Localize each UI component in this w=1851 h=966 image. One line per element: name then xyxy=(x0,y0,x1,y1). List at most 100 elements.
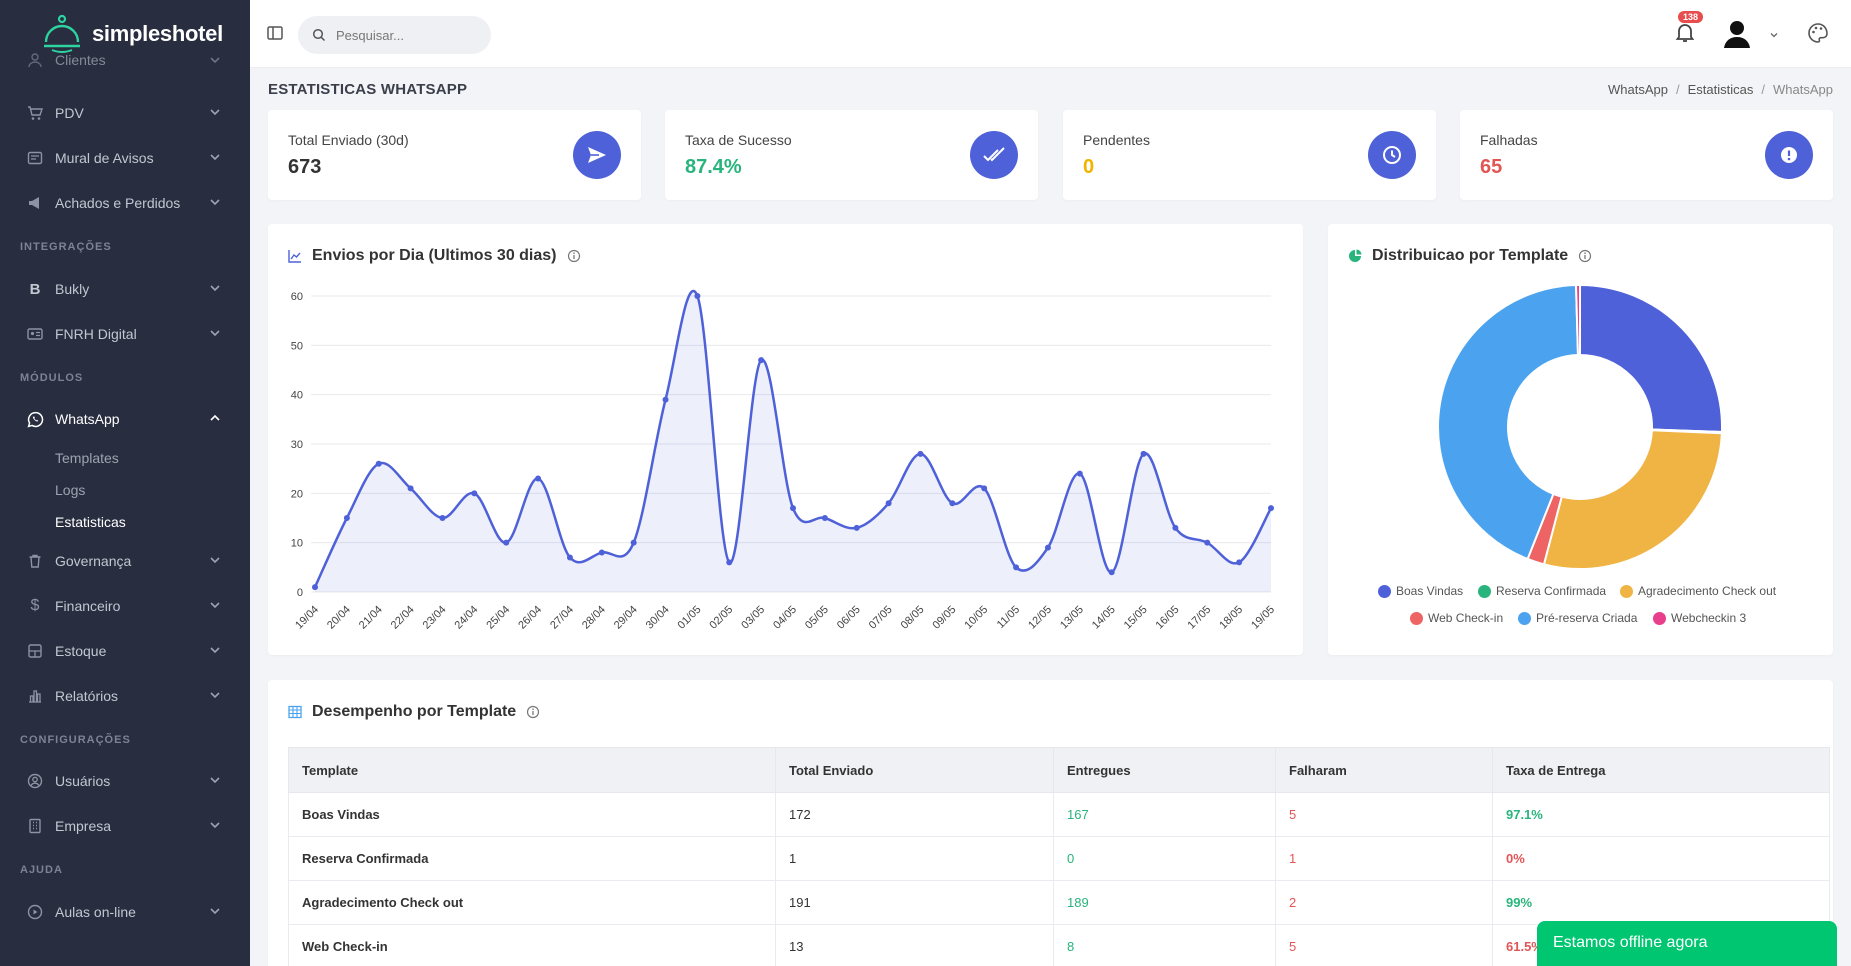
sidebar-item-empresa[interactable]: Empresa xyxy=(0,806,250,846)
data-point[interactable] xyxy=(1044,544,1051,551)
cell-total: 172 xyxy=(775,792,1054,837)
sidebar-item-pdv[interactable]: PDV xyxy=(0,93,250,133)
data-point[interactable] xyxy=(694,293,701,299)
data-point[interactable] xyxy=(821,515,828,521)
sidebar-item-aulas-on-line[interactable]: Aulas on-line xyxy=(0,892,250,932)
legend-dot xyxy=(1378,584,1391,598)
sidebar-item-fnrh-digital[interactable]: FNRH Digital xyxy=(0,314,250,354)
sidebar-item-clientes[interactable]: Clientes xyxy=(0,48,250,72)
legend-item[interactable]: Webcheckin 3 xyxy=(1653,611,1746,625)
sidebar-item-label: Financeiro xyxy=(55,598,121,614)
data-point[interactable] xyxy=(503,539,510,546)
cell-falharam: 5 xyxy=(1275,924,1493,966)
data-point[interactable] xyxy=(1204,539,1211,546)
data-point[interactable] xyxy=(981,485,988,492)
breadcrumb-item[interactable]: WhatsApp xyxy=(1608,82,1669,97)
section-ajuda: AJUDA xyxy=(20,864,63,876)
donut-slice[interactable] xyxy=(1542,429,1723,570)
bell-icon[interactable] xyxy=(1673,20,1697,44)
legend-dot xyxy=(1410,611,1423,625)
sidebar-subitem-logs[interactable]: Logs xyxy=(55,482,86,498)
topbar: 138 xyxy=(250,0,1851,68)
sidebar-item-label: FNRH Digital xyxy=(55,326,137,342)
data-point[interactable] xyxy=(630,539,637,546)
table-header[interactable]: Total Enviado xyxy=(775,747,1054,793)
sidebar-subitem-estatisticas[interactable]: Estatisticas xyxy=(55,514,126,530)
data-point[interactable] xyxy=(917,450,924,457)
donut-slice[interactable] xyxy=(1574,283,1581,357)
table-header[interactable]: Template xyxy=(288,747,776,793)
sidebar-item-whatsapp[interactable]: WhatsApp xyxy=(0,399,250,439)
table-header[interactable]: Entregues xyxy=(1053,747,1276,793)
data-point[interactable] xyxy=(1172,524,1179,531)
data-point[interactable] xyxy=(662,396,669,403)
legend-item[interactable]: Pré-reserva Criada xyxy=(1518,611,1637,625)
table-header[interactable]: Falharam xyxy=(1275,747,1493,793)
donut-slice[interactable] xyxy=(1579,283,1723,434)
legend-item[interactable]: Reserva Confirmada xyxy=(1478,584,1606,598)
data-point[interactable] xyxy=(853,524,860,531)
breadcrumb: WhatsApp / Estatisticas / WhatsApp xyxy=(1608,82,1833,97)
sidebar-item-financeiro[interactable]: $ Financeiro xyxy=(0,586,250,626)
y-tick-label: 60 xyxy=(291,291,303,303)
breadcrumb-item[interactable]: Estatisticas xyxy=(1687,82,1754,97)
search-box[interactable] xyxy=(298,16,491,54)
data-point[interactable] xyxy=(535,475,542,482)
data-point[interactable] xyxy=(1268,505,1274,512)
data-point[interactable] xyxy=(726,559,733,566)
sidebar-item-achados-e-perdidos[interactable]: Achados e Perdidos xyxy=(0,183,250,223)
sidebar-item-mural-de-avisos[interactable]: Mural de Avisos xyxy=(0,138,250,178)
sidebar-subitem-templates[interactable]: Templates xyxy=(55,450,119,466)
donut-chart-title: Distribuicao por Template xyxy=(1348,247,1592,265)
section-integracoes: INTEGRAÇÕES xyxy=(20,241,112,253)
data-point[interactable] xyxy=(1140,450,1147,457)
cart-icon xyxy=(25,103,45,123)
dollar-icon: $ xyxy=(30,597,40,614)
chevron-up-icon xyxy=(210,414,220,421)
data-point[interactable] xyxy=(343,515,350,521)
info-icon[interactable] xyxy=(526,705,540,719)
donut-slice[interactable] xyxy=(1437,284,1580,561)
data-point[interactable] xyxy=(375,460,382,467)
stat-value: 87.4% xyxy=(685,156,742,178)
data-point[interactable] xyxy=(312,584,318,591)
info-icon[interactable] xyxy=(567,249,581,263)
data-point[interactable] xyxy=(790,505,796,512)
chevron-down-icon xyxy=(210,692,220,699)
brand[interactable]: simpleshotel xyxy=(0,0,250,68)
avatar[interactable] xyxy=(1721,18,1753,50)
legend-item[interactable]: Agradecimento Check out xyxy=(1620,584,1776,598)
cell-taxa: 99% xyxy=(1492,880,1830,925)
data-point[interactable] xyxy=(598,549,605,556)
sidebar-item-governanca[interactable]: Governança xyxy=(0,541,250,581)
legend-item[interactable]: Web Check-in xyxy=(1410,611,1503,625)
chat-status-widget[interactable]: Estamos offline agora xyxy=(1537,921,1837,966)
sidebar-item-bukly[interactable]: B Bukly xyxy=(0,269,250,309)
palette-icon[interactable] xyxy=(1807,22,1829,44)
clock-icon xyxy=(1368,131,1416,179)
data-point[interactable] xyxy=(1076,470,1083,477)
table-header[interactable]: Taxa de Entrega xyxy=(1492,747,1830,793)
info-icon[interactable] xyxy=(1578,249,1592,263)
data-point[interactable] xyxy=(407,485,414,492)
stat-value: 673 xyxy=(288,156,322,178)
stat-card-taxa-de-sucesso: Taxa de Sucesso 87.4% xyxy=(665,110,1038,200)
data-point[interactable] xyxy=(566,554,573,561)
data-point[interactable] xyxy=(758,357,765,364)
data-point[interactable] xyxy=(885,500,892,507)
sidebar-item-relatorios[interactable]: Relatórios xyxy=(0,676,250,716)
data-point[interactable] xyxy=(1108,569,1115,576)
data-point[interactable] xyxy=(1013,564,1020,571)
data-point[interactable] xyxy=(1236,559,1243,566)
sidebar-item-usuarios[interactable]: Usuários xyxy=(0,761,250,801)
sidebar-item-estoque[interactable]: Estoque xyxy=(0,631,250,671)
sidebar-toggle-icon[interactable] xyxy=(266,24,284,42)
breadcrumb-separator: / xyxy=(1676,82,1680,97)
chevron-down-icon[interactable] xyxy=(1769,30,1779,40)
search-input[interactable] xyxy=(336,27,476,43)
data-point[interactable] xyxy=(471,490,478,497)
legend-item[interactable]: Boas Vindas xyxy=(1378,584,1463,598)
legend-dot xyxy=(1518,611,1531,625)
data-point[interactable] xyxy=(949,500,956,507)
data-point[interactable] xyxy=(439,515,446,521)
